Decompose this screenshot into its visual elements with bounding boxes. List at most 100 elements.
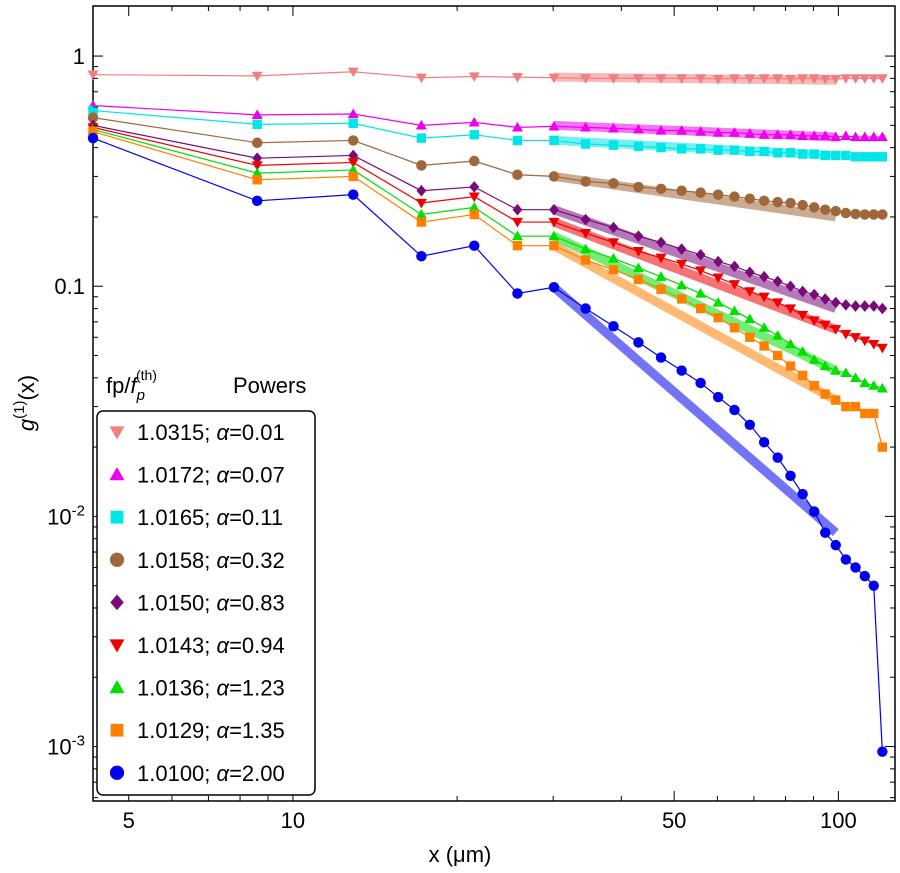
point-1.0150-26 xyxy=(868,300,879,312)
point-1.0165-12 xyxy=(695,144,706,154)
point-1.0143-12 xyxy=(695,266,707,277)
point-1.0158-24 xyxy=(850,208,861,220)
point-1.0136-25 xyxy=(859,377,871,388)
point-1.0165-0 xyxy=(88,105,98,116)
point-1.0150-16 xyxy=(759,270,770,283)
point-1.0100-24 xyxy=(850,562,861,573)
point-1.0129-3 xyxy=(416,217,427,227)
y-axis-title: g(1)(x) xyxy=(11,375,39,431)
legend-item-1.0150: 1.0150; α=0.83 xyxy=(110,590,285,615)
point-1.0100-7 xyxy=(580,303,591,314)
point-1.0150-24 xyxy=(850,300,861,312)
y-axis-title-arg: (x) xyxy=(14,375,39,401)
legend-header-col2: Powers xyxy=(233,373,306,398)
point-1.0143-24 xyxy=(850,333,862,343)
point-1.0172-15 xyxy=(744,128,756,138)
legend: fp/fp(th) Powers 1.0315; α=0.01 1.0172; α… xyxy=(96,367,316,796)
point-1.0100-22 xyxy=(830,539,841,551)
point-1.0150-25 xyxy=(859,300,870,312)
point-1.0143-13 xyxy=(712,273,724,284)
point-1.0150-6 xyxy=(549,203,559,216)
legend-item-1.0165: 1.0165; α=0.11 xyxy=(110,505,283,530)
y-tick-label: 1 xyxy=(73,44,85,69)
point-1.0143-5 xyxy=(511,217,523,228)
point-1.0150-13 xyxy=(713,255,724,268)
point-1.0158-22 xyxy=(830,205,841,217)
point-1.0136-17 xyxy=(772,330,784,340)
point-1.0150-18 xyxy=(785,280,796,292)
point-1.0136-19 xyxy=(797,346,809,356)
point-1.0315-10 xyxy=(655,74,667,84)
point-1.0158-13 xyxy=(712,189,724,200)
point-1.0150-27 xyxy=(877,302,888,315)
y-tick-label: 10-2 xyxy=(47,502,85,529)
point-1.0136-24 xyxy=(850,372,862,382)
legend-marker-1.0172 xyxy=(109,467,125,481)
point-1.0129-14 xyxy=(729,323,740,333)
y-tick-label: 10-3 xyxy=(47,733,85,760)
axes: 5 10 50 100 1 0.1 10-2 10-3 xyxy=(47,6,895,833)
point-1.0150-17 xyxy=(772,275,783,288)
legend-item-1.0143: 1.0143; α=0.94 xyxy=(109,633,285,658)
point-1.0150-1 xyxy=(252,152,263,164)
x-tick-label: 10 xyxy=(281,808,305,833)
point-1.0158-19 xyxy=(797,199,808,211)
legend-header-col1: fp/fp(th) xyxy=(106,367,157,404)
point-1.0165-5 xyxy=(512,135,523,146)
point-1.0315-23 xyxy=(840,74,852,84)
point-1.0100-17 xyxy=(772,452,783,463)
point-1.0315-24 xyxy=(850,74,862,84)
point-1.0100-4 xyxy=(469,240,480,251)
legend-item-1.0158: 1.0158; α=0.32 xyxy=(109,548,285,573)
legend-item-1.0100: 1.0100; α=2.00 xyxy=(109,761,285,786)
point-1.0172-20 xyxy=(808,130,820,141)
point-1.0172-21 xyxy=(819,130,831,141)
point-1.0143-9 xyxy=(632,247,644,257)
point-1.0136-10 xyxy=(655,271,667,281)
fit-line-1.0150 xyxy=(552,205,838,313)
point-1.0315-20 xyxy=(808,74,820,84)
point-1.0315-7 xyxy=(580,74,592,84)
legend-marker-1.0150 xyxy=(110,594,124,611)
series-line-1.0315 xyxy=(92,71,883,80)
x-tick-label: 100 xyxy=(820,808,857,833)
point-1.0129-17 xyxy=(773,350,783,361)
fit-line-1.0143 xyxy=(552,217,838,334)
point-1.0172-26 xyxy=(868,131,880,142)
point-1.0100-27 xyxy=(877,746,888,757)
point-1.0129-23 xyxy=(841,401,851,412)
point-1.0315-8 xyxy=(607,74,619,84)
point-1.0158-3 xyxy=(416,160,427,171)
point-1.0165-24 xyxy=(850,152,861,162)
point-1.0136-9 xyxy=(632,262,644,273)
point-1.0172-3 xyxy=(415,119,427,130)
point-1.0150-4 xyxy=(469,181,480,193)
point-1.0315-1 xyxy=(251,71,263,82)
point-1.0315-27 xyxy=(876,74,888,84)
x-axis-title: x (μm) xyxy=(429,842,492,867)
point-1.0172-22 xyxy=(830,131,842,142)
point-1.0129-24 xyxy=(850,401,861,412)
legend-label-1.0315: 1.0315; α=0.01 xyxy=(137,420,285,445)
point-1.0315-12 xyxy=(695,74,707,84)
point-1.0143-27 xyxy=(876,343,888,354)
point-1.0136-26 xyxy=(868,380,880,390)
point-1.0315-3 xyxy=(415,73,427,84)
legend-label-1.0172: 1.0172; α=0.07 xyxy=(137,463,285,488)
point-1.0150-14 xyxy=(729,260,740,273)
point-1.0172-4 xyxy=(468,116,480,127)
point-1.0129-8 xyxy=(608,265,619,275)
point-1.0143-4 xyxy=(468,192,480,203)
point-1.0129-11 xyxy=(676,294,687,304)
legend-marker-1.0143 xyxy=(109,639,125,653)
plot-frame xyxy=(92,5,896,802)
legend-marker-1.0100 xyxy=(109,765,125,780)
point-1.0158-18 xyxy=(785,197,796,209)
series-line-1.0143 xyxy=(92,126,883,349)
legend-marker-1.0129 xyxy=(110,723,124,737)
point-1.0172-5 xyxy=(511,121,523,132)
point-1.0172-12 xyxy=(695,126,707,136)
point-1.0129-15 xyxy=(745,332,755,342)
point-1.0165-19 xyxy=(797,149,808,159)
